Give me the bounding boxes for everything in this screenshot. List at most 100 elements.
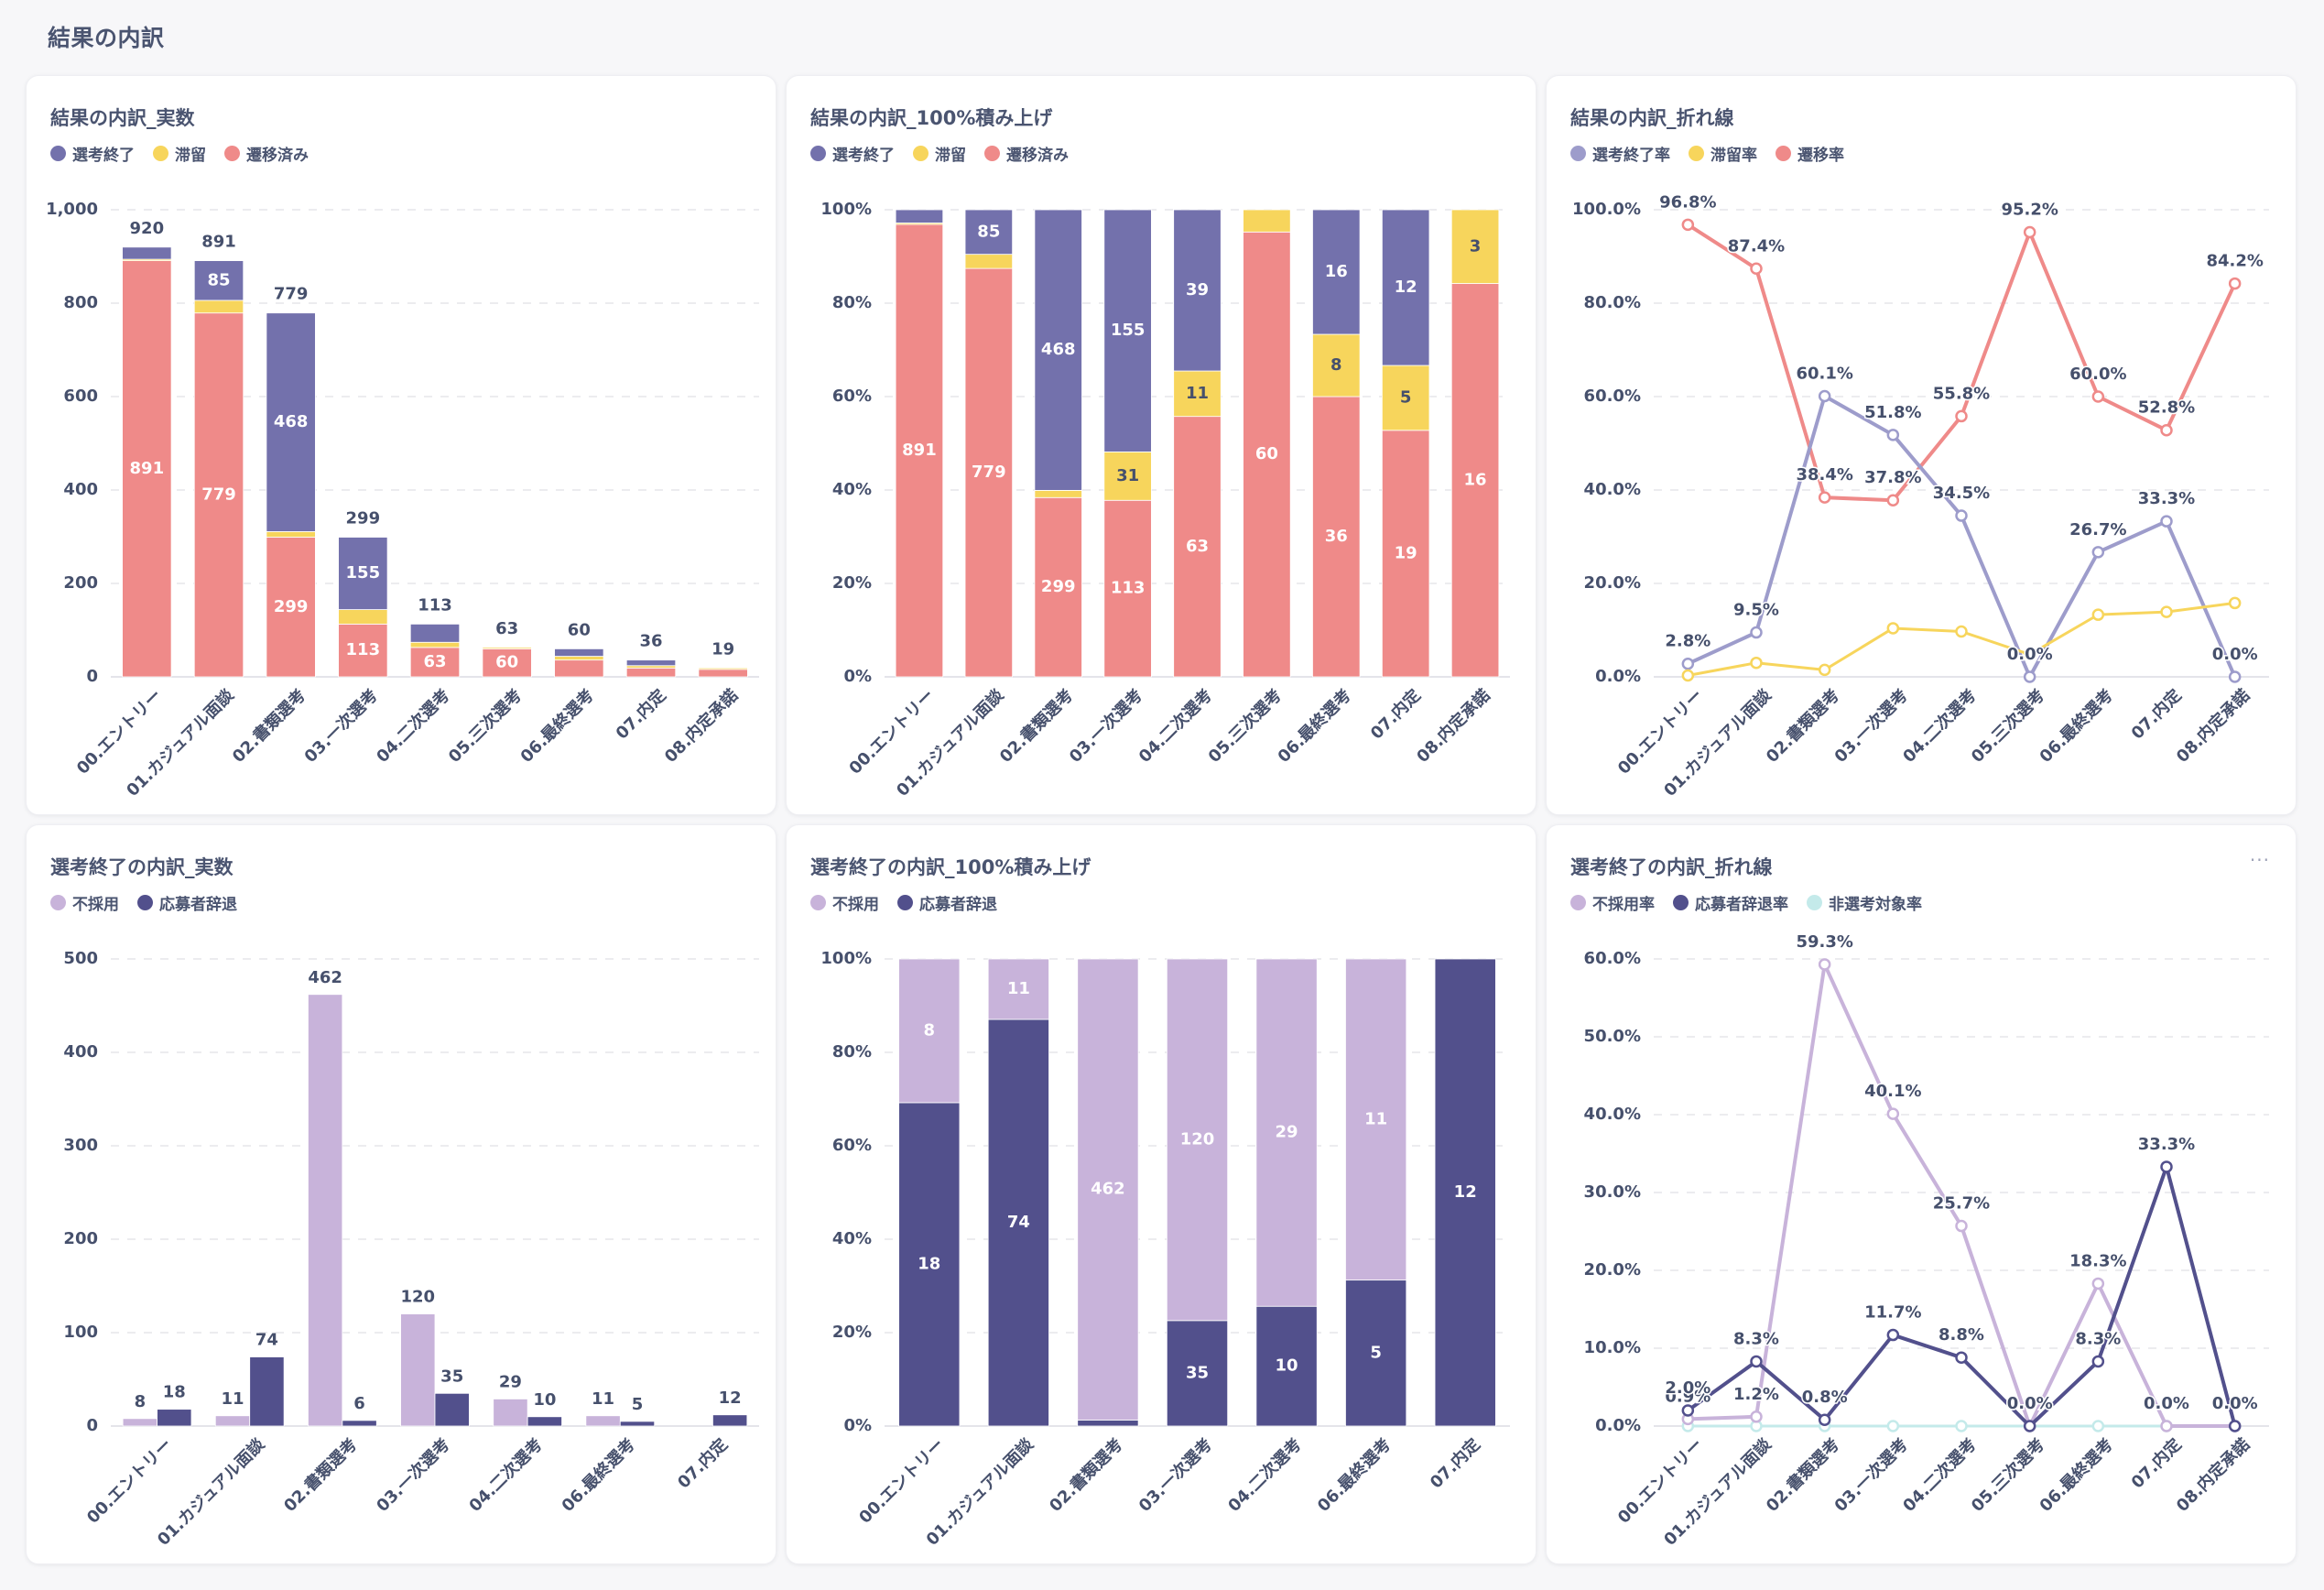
bar-segment: [1381, 430, 1430, 678]
bar-segment-label: 779: [972, 463, 1006, 482]
bar-segment: [987, 1018, 1049, 1427]
bar-segment: [1034, 209, 1082, 491]
x-tick-label: 03.一次選考: [1065, 685, 1146, 767]
bar-segment-label: 29: [1276, 1123, 1298, 1142]
card-title: 選考終了の内訳_実数: [50, 856, 233, 878]
bar-segment: [964, 209, 1014, 256]
x-tick-label: 08.内定承諾: [2172, 1434, 2253, 1516]
bar-segment-label: 891: [902, 441, 937, 460]
bar-segment: [338, 609, 388, 625]
data-point: [2160, 605, 2173, 618]
data-point: [1681, 218, 1695, 232]
bar-value-label: 29: [499, 1372, 522, 1391]
y-tick-label: 60.0%: [1584, 949, 1641, 968]
bar: [249, 1356, 285, 1427]
bar-segment-label: 299: [274, 597, 309, 616]
bar-segment-label: 10: [1276, 1356, 1298, 1376]
bar: [527, 1416, 562, 1427]
x-tick-label: 02.書類選考: [995, 685, 1077, 767]
y-tick-label: 400: [63, 1042, 98, 1062]
data-point: [1886, 1420, 1900, 1432]
bar-value-label: 35: [440, 1367, 463, 1386]
data-point: [2160, 515, 2173, 528]
bar-total-label: 891: [201, 233, 236, 252]
legend-item-withdrawn[interactable]: 応募者辞退: [897, 891, 997, 914]
x-tick-label: 08.内定承諾: [2172, 685, 2253, 767]
bar-segment-label: 16: [1464, 470, 1487, 489]
bar-segment: [895, 209, 944, 223]
legend-item-finished-rate[interactable]: 選考終了率: [1570, 142, 1670, 165]
legend-dot-icon: [810, 146, 826, 161]
bar-segment-label: 16: [1325, 262, 1348, 281]
bar-segment: [1173, 370, 1222, 418]
bar-segment-label: 74: [1007, 1213, 1030, 1232]
x-tick-label: 06.最終選考: [558, 1434, 639, 1516]
legend-item-stagnant[interactable]: 滞留: [153, 142, 206, 165]
legend-item-transferred[interactable]: 遷移済み: [984, 142, 1069, 165]
x-tick-label: 06.最終選考: [2036, 685, 2117, 767]
data-label: 33.3%: [2138, 489, 2195, 508]
data-point: [2023, 225, 2036, 239]
data-point: [2023, 670, 2036, 683]
bar-segment-label: 299: [1041, 577, 1076, 596]
legend-item-finished[interactable]: 選考終了: [50, 142, 135, 165]
legend-dot-icon: [913, 146, 929, 161]
y-tick-label: 100: [63, 1323, 98, 1342]
data-point: [2091, 1355, 2105, 1368]
legend-item-transferred[interactable]: 遷移済み: [224, 142, 309, 165]
bar-segment-label: 462: [1091, 1180, 1125, 1199]
bar-segment-label: 155: [346, 563, 381, 583]
y-tick-label: 30.0%: [1584, 1182, 1641, 1202]
bar-segment: [625, 659, 677, 667]
bar-segment: [409, 647, 461, 678]
legend-label: 選考終了: [72, 147, 135, 165]
legend-item-rejected-rate[interactable]: 不採用率: [1570, 891, 1655, 914]
bar-segment-label: 8: [1330, 355, 1342, 375]
y-tick-label: 80.0%: [1584, 293, 1641, 312]
card-title: 結果の内訳_100%積み上げ: [810, 107, 1053, 129]
y-tick-label: 40.0%: [1584, 480, 1641, 499]
legend-item-stagnant[interactable]: 滞留: [913, 142, 966, 165]
legend-label: 選考終了: [832, 147, 895, 165]
bar-total-label: 19: [711, 639, 734, 659]
data-label: 0.0%: [2212, 645, 2258, 664]
legend-label: 不採用率: [1592, 896, 1655, 914]
legend-item-stagnant-rate[interactable]: 滞留率: [1689, 142, 1757, 165]
legend-item-non-target-rate[interactable]: 非選考対象率: [1807, 891, 1922, 914]
y-tick-label: 100.0%: [1572, 200, 1641, 219]
data-point: [1818, 958, 1831, 971]
bar-segment: [1312, 396, 1361, 678]
bar-segment-label: 779: [201, 485, 236, 504]
legend-dot-icon: [224, 146, 240, 161]
bar-value-label: 18: [163, 1383, 186, 1402]
y-tick-label: 60%: [832, 1136, 872, 1155]
data-label: 55.8%: [1933, 384, 1990, 403]
data-point: [1818, 663, 1831, 677]
more-options-button[interactable]: ···: [2249, 849, 2270, 871]
legend-item-rejected[interactable]: 不採用: [50, 891, 119, 914]
data-point: [2160, 423, 2173, 437]
legend-item-finished[interactable]: 選考終了: [810, 142, 895, 165]
legend-item-transfer-rate[interactable]: 遷移率: [1776, 142, 1844, 165]
data-label: 0.0%: [2144, 1394, 2189, 1413]
data-point: [2228, 670, 2242, 683]
card-title: 選考終了の内訳_折れ線: [1570, 856, 1773, 878]
data-point: [2228, 277, 2242, 290]
legend-item-rejected[interactable]: 不採用: [810, 891, 879, 914]
x-tick-label: 03.一次選考: [300, 685, 382, 767]
data-label: 11.7%: [1864, 1303, 1921, 1323]
legend-label: 選考終了率: [1592, 147, 1670, 165]
legend-item-withdrawn[interactable]: 応募者辞退: [137, 891, 237, 914]
bar-segment: [409, 641, 461, 648]
bar-segment-label: 8: [924, 1020, 936, 1040]
legend-item-withdrawn-rate[interactable]: 応募者辞退率: [1673, 891, 1788, 914]
bar-segment-label: 60: [495, 653, 518, 672]
x-tick-label: 07.内定: [1426, 1434, 1484, 1493]
bar-value-label: 8: [135, 1392, 147, 1411]
bar-segment: [1434, 958, 1496, 1427]
data-point: [1681, 669, 1695, 682]
bar-segment: [1255, 958, 1318, 1307]
x-tick-label: 03.一次選考: [373, 1434, 454, 1516]
y-tick-label: 10.0%: [1584, 1338, 1641, 1357]
y-tick-label: 500: [63, 949, 98, 968]
